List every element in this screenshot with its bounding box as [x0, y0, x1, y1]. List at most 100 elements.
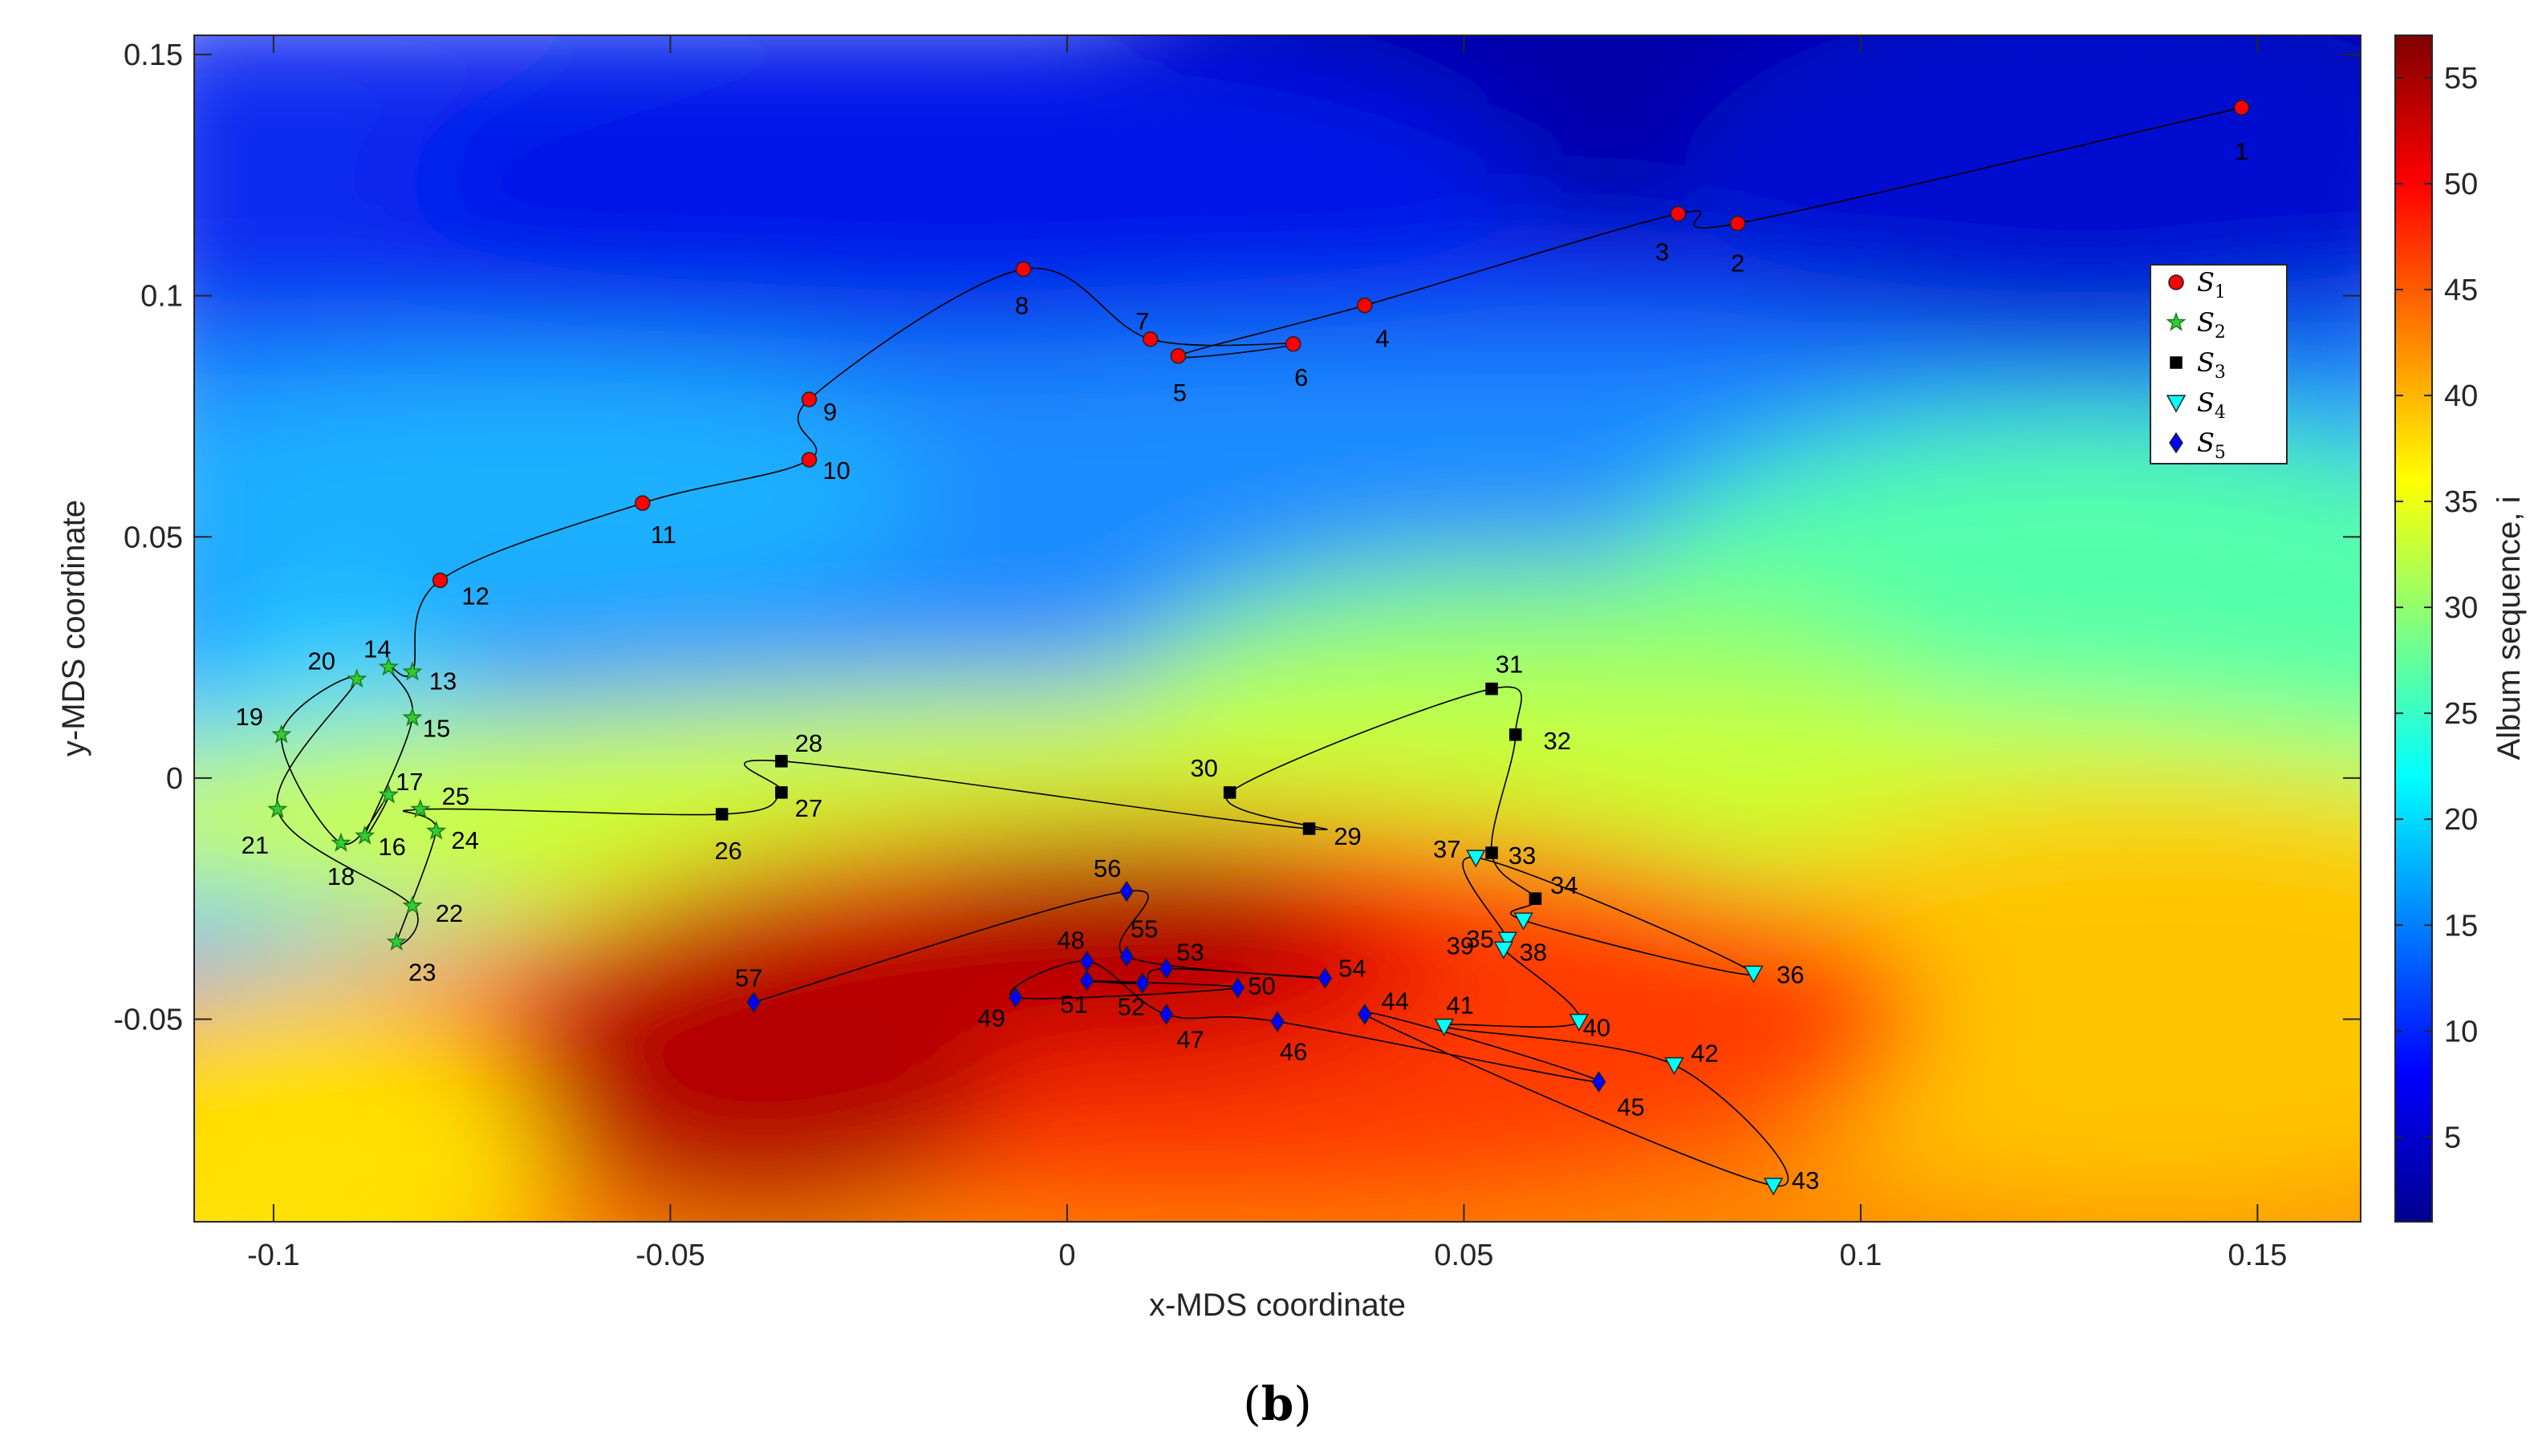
data-point-6: [1285, 336, 1301, 352]
point-label-19: 19: [236, 703, 263, 731]
legend-marker-5: [2169, 432, 2183, 454]
data-point-8: [1015, 261, 1032, 278]
point-label-22: 22: [436, 899, 463, 927]
data-point-31: [1485, 682, 1498, 696]
colorbar-tick-label: 25: [2444, 697, 2478, 731]
point-label-53: 53: [1176, 938, 1204, 966]
y-tick-label: 0.1: [140, 280, 183, 314]
data-point-22: [402, 894, 423, 915]
data-point-19: [271, 724, 292, 744]
data-point-30: [1223, 786, 1236, 799]
colorbar-tick-label: 5: [2444, 1121, 2461, 1154]
data-point-10: [801, 452, 818, 468]
trajectory-lines: [276, 107, 2242, 1187]
point-label-51: 51: [1060, 990, 1087, 1018]
legend-marker-2: [2166, 311, 2187, 331]
point-label-1: 1: [2235, 137, 2248, 165]
point-label-27: 27: [795, 794, 822, 822]
point-label-48: 48: [1057, 926, 1084, 954]
point-label-18: 18: [327, 862, 355, 890]
colorbar-tick-label: 40: [2444, 379, 2478, 413]
contour-background: [194, 35, 2361, 1222]
caption-text: (b): [1243, 1377, 1312, 1431]
point-label-15: 15: [423, 715, 450, 743]
data-point-53: [1159, 958, 1174, 979]
point-labels: 1234567891011121314151617181920212223242…: [236, 137, 2249, 1194]
x-tick-label: 0: [1058, 1239, 1075, 1272]
caption-open: (: [1243, 1377, 1261, 1431]
data-point-4: [1357, 297, 1373, 314]
point-label-23: 23: [408, 958, 436, 986]
colorbar-tick-label: 10: [2444, 1015, 2478, 1048]
data-point-18: [331, 832, 351, 852]
caption-close: ): [1293, 1377, 1312, 1431]
point-label-5: 5: [1173, 379, 1187, 407]
data-point-49: [1008, 987, 1023, 1008]
colorbar-tick-label: 15: [2444, 909, 2478, 943]
point-label-50: 50: [1248, 971, 1275, 1000]
point-label-38: 38: [1520, 938, 1547, 966]
trajectory-line: [276, 107, 2242, 1187]
x-tick-label: 0.05: [1434, 1239, 1493, 1272]
point-label-21: 21: [242, 831, 269, 859]
point-label-44: 44: [1382, 987, 1409, 1015]
figure-caption: (b): [1243, 1377, 1312, 1431]
legend-marker-1: [2168, 274, 2184, 290]
data-point-55: [1119, 945, 1134, 967]
data-markers: [267, 99, 2250, 1196]
data-point-42: [1664, 1057, 1684, 1076]
data-point-15: [402, 707, 423, 727]
point-label-20: 20: [308, 647, 335, 675]
data-point-54: [1318, 967, 1333, 989]
y-tick-label: 0: [166, 762, 183, 796]
colorbar-tick-label: 55: [2444, 62, 2478, 95]
point-label-54: 54: [1338, 954, 1366, 982]
legend-entry-3: S3: [2197, 347, 2226, 383]
legend: S1 S2 S3 S4 S5: [2150, 264, 2288, 464]
colorbar-gradient: [2394, 34, 2433, 1223]
x-tick-label: 0.1: [1840, 1239, 1882, 1272]
data-point-46: [1270, 1011, 1285, 1032]
data-point-17: [378, 784, 399, 804]
data-point-47: [1159, 1004, 1174, 1025]
data-point-3: [1670, 205, 1687, 222]
data-point-39: [1493, 941, 1514, 959]
point-label-17: 17: [396, 768, 423, 796]
data-point-20: [347, 668, 367, 688]
point-label-57: 57: [735, 963, 762, 992]
legend-entry-4: S4: [2197, 387, 2226, 423]
point-label-6: 6: [1294, 363, 1308, 391]
point-label-3: 3: [1655, 237, 1669, 266]
point-label-55: 55: [1131, 915, 1158, 943]
point-label-42: 42: [1691, 1040, 1718, 1068]
data-point-38: [1497, 931, 1518, 950]
legend-marker-4: [2166, 395, 2187, 413]
point-label-29: 29: [1334, 822, 1361, 850]
data-point-36: [1744, 965, 1764, 984]
point-label-25: 25: [442, 782, 469, 810]
point-label-40: 40: [1583, 1013, 1610, 1041]
point-label-41: 41: [1446, 992, 1473, 1020]
point-label-4: 4: [1375, 325, 1389, 353]
data-point-23: [386, 931, 407, 951]
colorbar-tick-label: 50: [2444, 168, 2478, 201]
caption-label: b: [1261, 1377, 1294, 1431]
point-label-46: 46: [1280, 1037, 1307, 1065]
point-label-52: 52: [1118, 992, 1145, 1020]
point-label-9: 9: [823, 398, 837, 426]
x-tick-label: -0.1: [247, 1239, 299, 1272]
point-label-34: 34: [1550, 871, 1578, 899]
y-tick-label: 0.05: [124, 521, 183, 554]
data-point-9: [801, 391, 818, 408]
data-point-12: [432, 572, 449, 589]
point-label-13: 13: [429, 667, 457, 696]
point-label-28: 28: [795, 729, 822, 757]
data-point-14: [378, 656, 399, 676]
legend-entry-1: S1: [2197, 267, 2226, 302]
legend-entry-5: S5: [2197, 428, 2226, 463]
data-point-32: [1509, 728, 1522, 741]
point-label-7: 7: [1135, 307, 1149, 335]
point-label-26: 26: [714, 837, 741, 865]
data-point-56: [1119, 880, 1134, 902]
x-tick-label: -0.05: [636, 1239, 705, 1272]
